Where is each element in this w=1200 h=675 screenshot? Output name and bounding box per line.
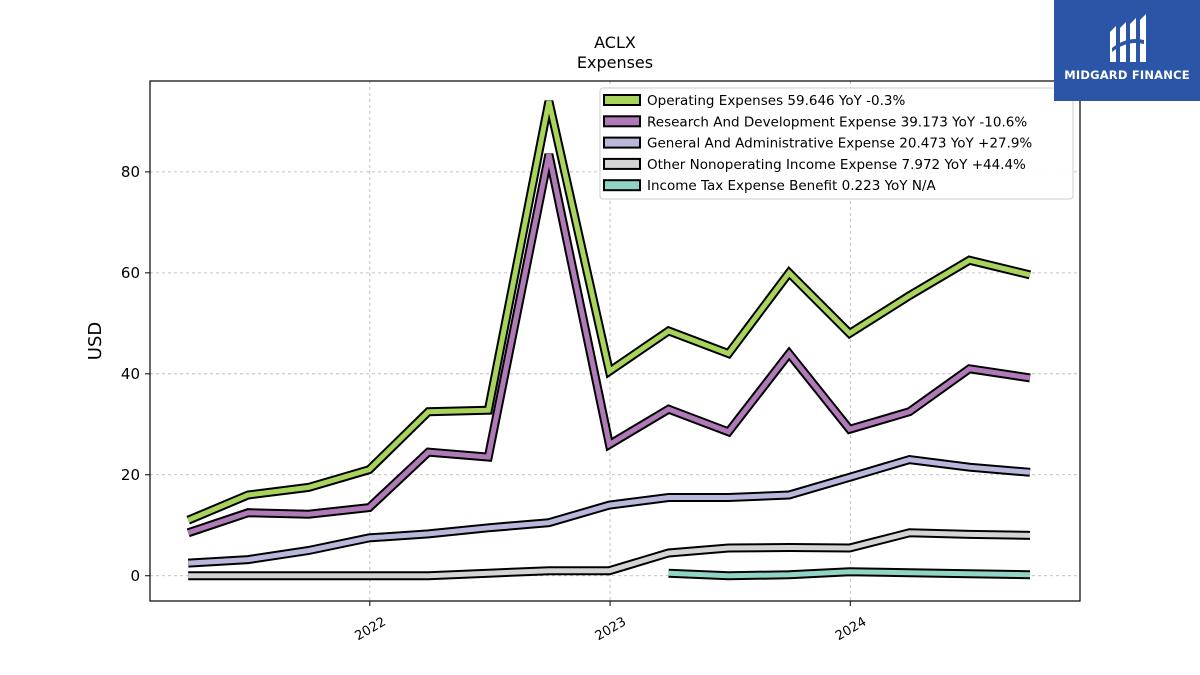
series-4 <box>668 567 1031 581</box>
series-3 <box>188 528 1031 581</box>
legend-label: Research And Development Expense 39.173 … <box>647 114 1027 130</box>
legend-label: Operating Expenses 59.646 YoY -0.3% <box>647 93 906 109</box>
series-2 <box>187 455 1031 568</box>
series-line <box>187 153 1031 536</box>
series-line <box>188 530 1031 579</box>
chart-title: ACLX <box>594 33 636 52</box>
legend-swatch <box>603 136 641 149</box>
legend-label: Other Nonoperating Income Expense 7.972 … <box>647 157 1026 173</box>
legend-swatch <box>603 179 641 192</box>
y-tick-label: 20 <box>121 466 140 484</box>
legend-label: General And Administrative Expense 20.47… <box>647 136 1032 152</box>
series-outline <box>186 153 1031 538</box>
legend-swatch <box>603 157 641 170</box>
logo-text: MIDGARD FINANCE <box>1064 68 1190 82</box>
series-0 <box>186 100 1032 525</box>
y-tick-label: 0 <box>130 567 140 585</box>
x-tick-label: 2024 <box>833 615 869 645</box>
series-1 <box>186 153 1031 538</box>
legend-swatch <box>603 115 641 128</box>
legend: Operating Expenses 59.646 YoY -0.3% Resea… <box>599 87 1074 200</box>
x-tick-label: 2022 <box>353 615 389 645</box>
y-tick-label: 60 <box>121 264 140 282</box>
series-line <box>188 457 1031 566</box>
legend-swatch <box>603 94 641 106</box>
y-tick-label: 80 <box>121 163 140 181</box>
y-axis-label: USD <box>85 322 106 360</box>
legend-label: Income Tax Expense Benefit 0.223 YoY N/A <box>647 178 936 194</box>
plot-frame <box>149 80 1081 602</box>
y-tick-label: 40 <box>121 365 140 383</box>
legend-frame <box>599 87 1074 200</box>
x-tick-label: 2023 <box>593 615 629 645</box>
series-layer <box>186 100 1032 581</box>
midgard-finance-logo: MIDGARD FINANCE <box>1054 0 1200 101</box>
chart-subtitle: Expenses <box>577 53 653 72</box>
series-line <box>668 569 1031 579</box>
logo-mark-icon <box>1110 14 1146 62</box>
series-line <box>187 100 1031 523</box>
